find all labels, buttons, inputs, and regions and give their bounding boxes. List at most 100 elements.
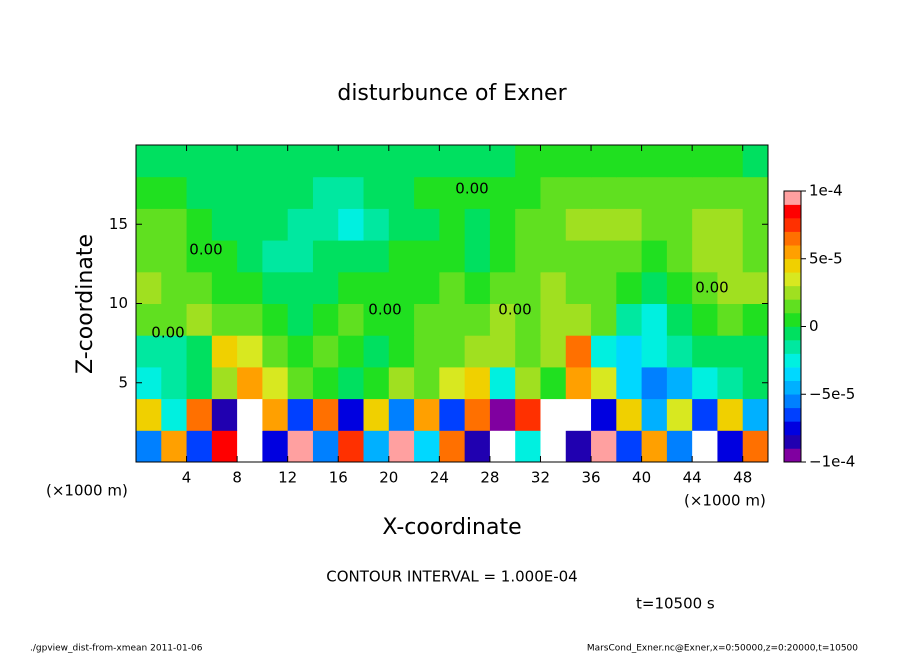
field-cell — [338, 303, 365, 336]
field-cell — [666, 145, 693, 178]
x-axis-label: X-coordinate — [382, 515, 521, 540]
y-tick-label: 15 — [109, 215, 128, 233]
field-cell — [692, 145, 718, 178]
field-cell — [565, 430, 592, 463]
field-cell — [666, 176, 693, 209]
field-cell — [287, 145, 314, 178]
field-cell — [287, 335, 314, 368]
x-unit: (×1000 m) — [46, 482, 128, 500]
field-cell — [363, 176, 390, 209]
time-label: t=10500 s — [636, 595, 715, 613]
x-tick-label: 12 — [278, 469, 297, 487]
field-cell — [136, 176, 162, 209]
field-cell — [515, 303, 541, 336]
colorbar-tick-label: 5e-5 — [809, 249, 843, 267]
field-cell — [414, 240, 440, 273]
field-cell — [692, 271, 718, 304]
field-cell — [591, 145, 617, 178]
field-cell — [717, 176, 744, 209]
field-cell — [616, 430, 643, 463]
field-cell — [338, 271, 365, 304]
field-cell — [641, 240, 668, 273]
footer: ./gpview_dist-from-xmean 2011-01-06 — [30, 644, 203, 654]
field-cell — [287, 208, 314, 241]
field-cell — [262, 335, 289, 368]
field-cell — [312, 303, 339, 336]
field-cell — [717, 208, 744, 241]
field-cell — [540, 271, 567, 304]
field-cell — [591, 176, 617, 209]
field-cell — [237, 208, 263, 241]
field-cell — [439, 176, 466, 209]
colorbar-swatch — [784, 258, 801, 273]
field-cell — [489, 176, 516, 209]
field-cell — [186, 208, 213, 241]
colorbar-swatch — [784, 367, 801, 381]
field-cell — [515, 366, 541, 400]
field-cell — [287, 398, 314, 431]
field-cell — [515, 208, 541, 241]
field-cell — [692, 208, 718, 241]
field-cell — [388, 335, 415, 368]
field — [136, 145, 769, 463]
field-cell — [414, 145, 440, 178]
field-cell — [717, 430, 744, 463]
field-cell — [742, 176, 769, 209]
colorbar-swatch — [784, 204, 801, 219]
field-cell — [211, 271, 238, 304]
field-cell — [692, 303, 718, 336]
field-cell — [641, 271, 668, 304]
colorbar-swatch — [784, 434, 801, 449]
field-cell — [211, 398, 238, 431]
field-cell — [540, 398, 567, 431]
x-tick-label: 32 — [531, 469, 550, 487]
field-cell — [591, 366, 617, 400]
field-cell — [186, 303, 213, 336]
field-cell — [742, 271, 769, 304]
field-cell — [692, 430, 718, 463]
field-cell — [464, 145, 491, 178]
field-cell — [262, 240, 289, 273]
field-cell — [641, 176, 668, 209]
field-cell — [363, 208, 390, 241]
field-cell — [211, 303, 238, 336]
colorbar-swatch — [784, 380, 801, 395]
colorbar-tick-label: −1e-4 — [809, 453, 855, 471]
y-axis-label: Z-coordinate — [73, 234, 98, 374]
field-cell — [363, 430, 390, 463]
field-cell — [616, 176, 643, 209]
field-cell — [237, 398, 263, 431]
field-cell — [540, 430, 567, 463]
field-cell — [414, 271, 440, 304]
field-cell — [136, 398, 162, 431]
field-cell — [287, 430, 314, 463]
field-cell — [161, 176, 188, 209]
field-cell — [414, 176, 440, 209]
contour-label: 0.00 — [151, 324, 184, 342]
field-cell — [717, 335, 744, 368]
field-cell — [565, 303, 592, 336]
field-cell — [237, 240, 263, 273]
field-cell — [717, 398, 744, 431]
field-cell — [262, 398, 289, 431]
field-cell — [641, 335, 668, 368]
field-cell — [211, 176, 238, 209]
field-cell — [287, 176, 314, 209]
field-cell — [363, 271, 390, 304]
field-cell — [616, 366, 643, 400]
field-cell — [136, 335, 162, 368]
field-cell — [237, 145, 263, 178]
field-cell — [287, 240, 314, 273]
field-cell — [186, 398, 213, 431]
field-cell — [717, 366, 744, 400]
field-cell — [312, 271, 339, 304]
field-cell — [338, 430, 365, 463]
field-cell — [338, 176, 365, 209]
colorbar-swatch — [784, 407, 801, 422]
field-cell — [262, 303, 289, 336]
field-cell — [742, 303, 769, 336]
colorbar-swatch — [784, 326, 801, 341]
field-cell — [692, 335, 718, 368]
field-cell — [616, 271, 643, 304]
